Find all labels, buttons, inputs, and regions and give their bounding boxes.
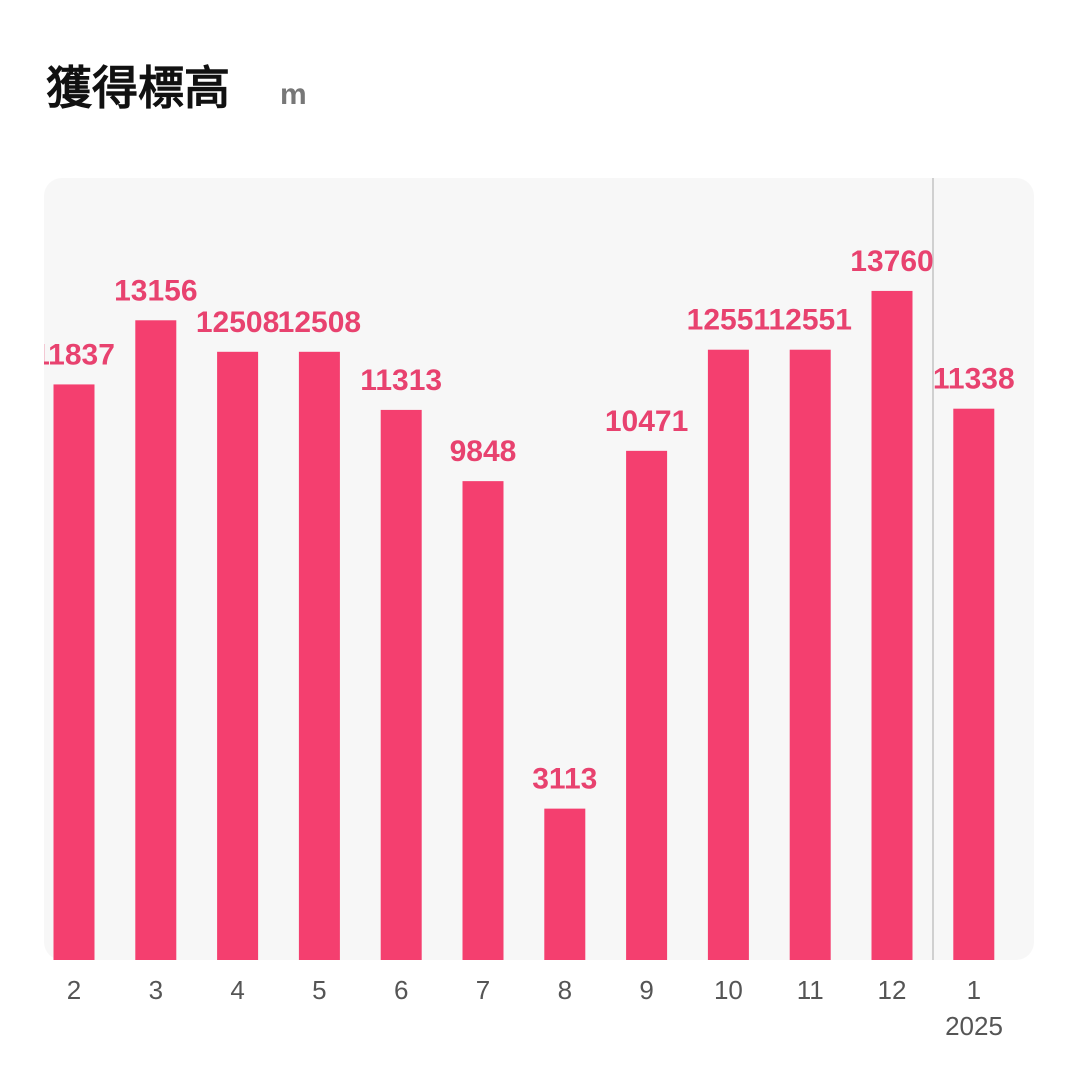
value-label: 11338	[933, 363, 1015, 396]
plot-panel	[44, 178, 1034, 960]
bar	[789, 349, 831, 960]
bars	[53, 290, 995, 961]
unit-label: m	[280, 78, 307, 111]
value-label: 9848	[450, 435, 517, 468]
x-tick-label: 10	[714, 975, 743, 1005]
bar	[298, 351, 340, 961]
value-label: 11837	[33, 338, 115, 371]
x-tick-label: 3	[149, 975, 163, 1005]
bar	[544, 808, 586, 960]
value-label: 11313	[360, 364, 442, 397]
value-label: 12508	[196, 306, 279, 339]
x-tick-label: 8	[558, 975, 572, 1005]
x-tick-label: 2	[67, 975, 81, 1005]
x-tick-label: 9	[639, 975, 653, 1005]
bar	[53, 384, 95, 960]
bar	[135, 320, 177, 960]
value-label: 12551	[687, 304, 770, 337]
bar	[871, 290, 913, 960]
x-tick-label: 7	[476, 975, 490, 1005]
bar	[462, 481, 504, 960]
value-label: 13156	[114, 274, 197, 307]
x-tick-label: 6	[394, 975, 408, 1005]
value-label: 10471	[605, 405, 688, 438]
x-tick-label: 11	[797, 975, 824, 1005]
value-label: 13760	[850, 245, 933, 278]
year-label: 2025	[945, 1011, 1003, 1041]
bar	[707, 349, 749, 960]
bar	[953, 408, 995, 960]
x-tick-label: 12	[878, 975, 907, 1005]
x-tick-label: 4	[230, 975, 244, 1005]
value-label: 3113	[532, 763, 597, 796]
bar	[626, 450, 668, 960]
x-tick-label: 1	[967, 975, 981, 1005]
chart-title: 獲得標高	[46, 62, 230, 114]
value-labels: 1183713156125081250811313984831131047112…	[33, 245, 1015, 796]
bar	[217, 351, 259, 961]
value-label: 12508	[278, 306, 361, 339]
bar	[380, 409, 422, 960]
x-tick-label: 5	[312, 975, 326, 1005]
value-label: 12551	[768, 304, 851, 337]
